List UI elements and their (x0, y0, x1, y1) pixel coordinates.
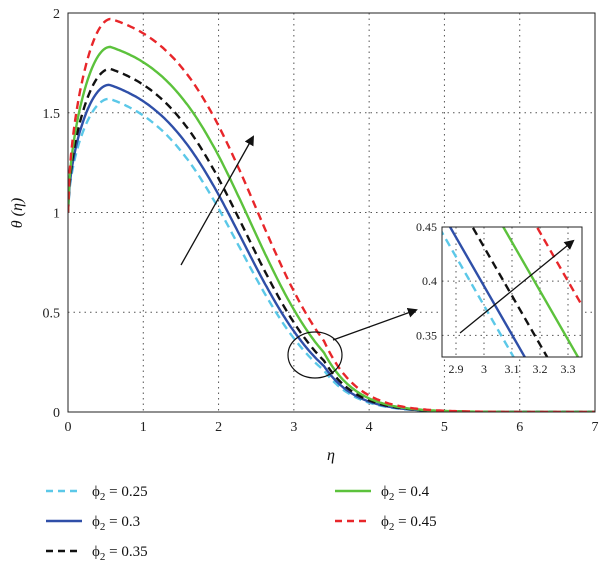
inset-series-line (501, 227, 580, 357)
inset-series-line (471, 227, 549, 357)
x-axis-label: η (327, 447, 335, 464)
y-tick-label: 0 (53, 406, 60, 421)
plot-frame (67, 12, 596, 413)
x-tick-label: 5 (441, 420, 448, 435)
y-tick-label: 1 (53, 207, 60, 222)
inset-series-line (535, 227, 582, 308)
legend-label: ϕ2 = 0.45 (381, 514, 437, 533)
inset-x-tick-label: 3.1 (505, 362, 520, 376)
inset-y-tick-label: 0.45 (416, 220, 437, 234)
inset-trend-arrow (459, 239, 575, 334)
inset-series-line (448, 227, 527, 357)
inset-x-tick-label: 3 (481, 362, 487, 376)
zoom-ellipse (287, 331, 343, 379)
x-tick-label: 1 (140, 420, 147, 435)
tick-labels: 0 1 2 3 4 5 6 7 0 0.5 1 1.5 2 (43, 7, 599, 435)
legend-label: ϕ2 = 0.35 (92, 544, 148, 563)
inset-x-tick-label: 3.2 (533, 362, 548, 376)
x-tick-label: 0 (65, 420, 72, 435)
grid-lines (68, 13, 595, 412)
inset-tick-labels: 2.9 3 3.1 3.2 3.3 0.35 0.4 0.45 (416, 220, 576, 376)
trend-arrow (180, 135, 254, 266)
inset-frame (441, 226, 583, 358)
y-tick-label: 0.5 (43, 306, 61, 321)
zoom-pointer-arrow (332, 308, 418, 341)
inset-x-tick-label: 3.3 (561, 362, 576, 376)
inset-y-tick-label: 0.4 (422, 274, 437, 288)
x-tick-label: 6 (516, 420, 523, 435)
inset-series (442, 227, 582, 357)
legend-label: ϕ2 = 0.25 (92, 484, 148, 503)
y-tick-label: 1.5 (43, 107, 61, 122)
x-tick-label: 3 (290, 420, 297, 435)
y-tick-label: 2 (53, 7, 60, 22)
x-tick-label: 4 (366, 420, 373, 435)
legend-label: ϕ2 = 0.4 (381, 484, 430, 503)
y-axis-label: θ (η) (9, 198, 26, 228)
inset-x-tick-label: 2.9 (449, 362, 464, 376)
inset-y-tick-label: 0.35 (416, 328, 437, 342)
x-tick-label: 7 (592, 420, 599, 435)
x-tick-label: 2 (215, 420, 222, 435)
inset-series-line (442, 230, 515, 357)
inset-zoom: 2.9 3 3.1 3.2 3.3 0.35 0.4 0.45 (416, 220, 583, 376)
legend-label: ϕ2 = 0.3 (92, 514, 140, 533)
legend: ϕ2 = 0.25 ϕ2 = 0.3 ϕ2 = 0.35 ϕ2 = 0.4 ϕ2 = 0… (46, 484, 437, 563)
series-line (68, 67, 595, 412)
